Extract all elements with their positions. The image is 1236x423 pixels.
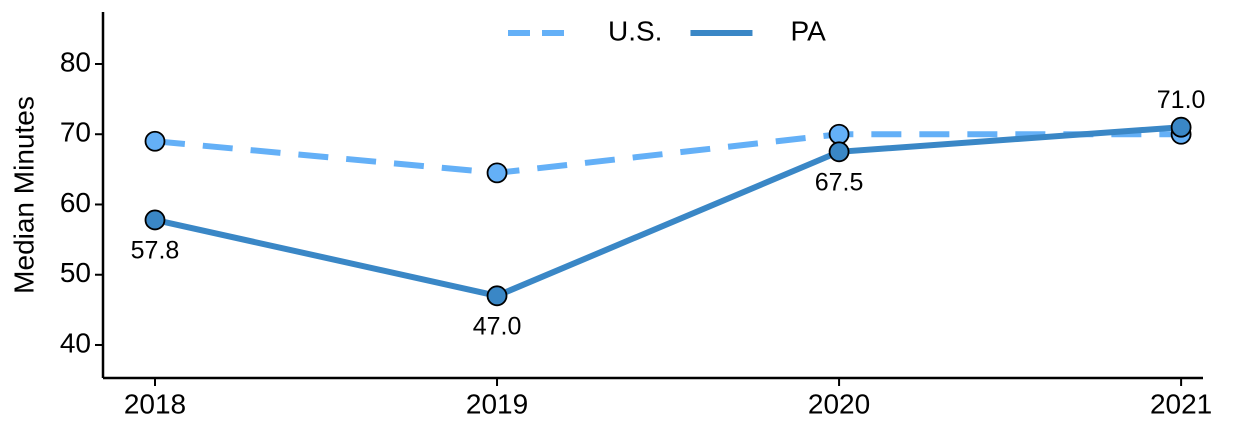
y-axis-label: Median Minutes xyxy=(8,96,39,294)
x-tick-label: 2019 xyxy=(466,388,528,419)
point xyxy=(828,141,850,163)
series-line xyxy=(154,131,1182,176)
point xyxy=(1170,116,1192,138)
y-tick-label: 80 xyxy=(60,46,91,77)
value-label: 71.0 xyxy=(1157,86,1206,114)
point xyxy=(144,130,166,152)
point xyxy=(828,123,850,145)
value-label: 67.5 xyxy=(815,168,864,196)
point xyxy=(486,285,508,307)
y-tick-label: 40 xyxy=(60,327,91,358)
point xyxy=(144,209,166,231)
x-tick-label: 2018 xyxy=(124,388,186,419)
value-label: 47.0 xyxy=(473,312,522,340)
y-tick-label: 60 xyxy=(60,187,91,218)
value-label: 57.8 xyxy=(131,237,180,265)
y-tick-label: 50 xyxy=(60,257,91,288)
x-tick-label: 2021 xyxy=(1150,388,1212,419)
legend-label: PA xyxy=(790,15,826,46)
legend-label: U.S. xyxy=(608,15,662,46)
series-line xyxy=(154,124,1182,299)
x-tick-label: 2020 xyxy=(808,388,870,419)
y-tick-label: 70 xyxy=(60,117,91,148)
point xyxy=(486,162,508,184)
